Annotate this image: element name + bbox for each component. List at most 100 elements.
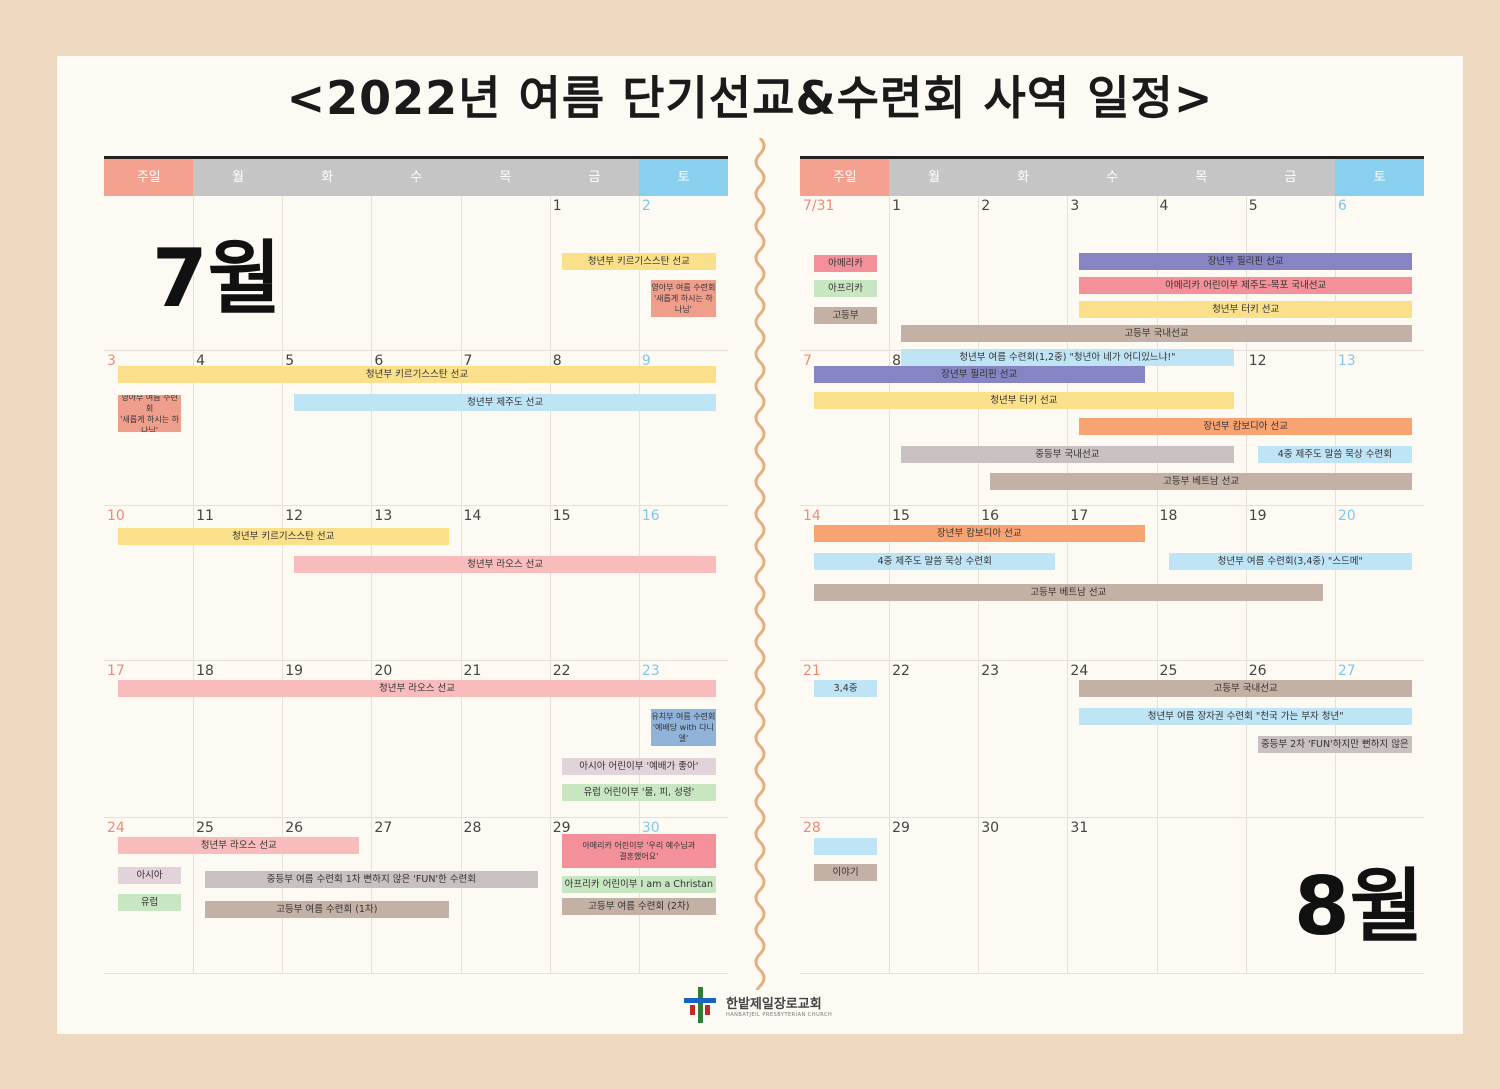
- grid-row-line: [104, 350, 728, 351]
- event-bar[interactable]: 청년부 라오스 선교: [118, 680, 716, 697]
- event-bar[interactable]: 고등부 베트남 선교: [990, 473, 1412, 490]
- grid-row-line: [104, 505, 728, 506]
- event-bar[interactable]: 중등부 2차 'FUN'하지만 뻔하지 않은: [1257, 736, 1412, 753]
- grid-row-line: [800, 660, 1424, 661]
- event-bar[interactable]: 고등부 여름 수련회 (2차): [561, 898, 716, 915]
- weekday-header-2: 화: [978, 159, 1068, 196]
- event-bar[interactable]: 고등부 베트남 선교: [814, 584, 1323, 601]
- event-bar[interactable]: 장년부 필리핀 선교: [814, 366, 1145, 383]
- event-bar[interactable]: 고등부: [814, 307, 878, 324]
- day-number: 28: [463, 820, 482, 836]
- page-title: <2022년 여름 단기선교&수련회 사역 일정>: [286, 71, 1214, 125]
- event-bar[interactable]: [814, 838, 878, 855]
- day-number: 27: [374, 820, 393, 836]
- event-bar[interactable]: 4중 제주도 말씀 묵상 수련회: [814, 553, 1056, 570]
- event-bar[interactable]: 유치부 여름 수련회 '예배당 with 다니엘': [650, 709, 716, 747]
- day-number: 18: [1159, 508, 1178, 524]
- event-bar[interactable]: 장년부 캄보디아 선교: [814, 525, 1145, 542]
- day-number: 14: [463, 508, 482, 524]
- event-bar[interactable]: 유럽: [118, 894, 182, 911]
- event-bar[interactable]: 고등부 국내선교: [901, 325, 1412, 342]
- event-bar[interactable]: 아시아: [118, 867, 182, 884]
- day-number: 6: [374, 353, 384, 369]
- wavy-divider: [754, 138, 766, 990]
- event-bar[interactable]: 청년부 제주도 선교: [294, 394, 716, 411]
- event-bar[interactable]: 중등부 여름 수련회 1차 뻔하지 않은 'FUN'한 수련회: [205, 871, 538, 888]
- cross-logo-icon: [684, 987, 716, 1023]
- event-bar[interactable]: 중등부 국내선교: [901, 446, 1234, 463]
- event-bar[interactable]: 청년부 라오스 선교: [118, 837, 360, 854]
- day-number: 16: [981, 508, 1000, 524]
- day-number: 16: [641, 508, 660, 524]
- event-bar[interactable]: 아프리카 어린이부 I am a Christan: [561, 876, 716, 893]
- grid-column-line: [193, 196, 195, 974]
- july-month-label: 7월: [152, 232, 282, 325]
- day-number: 31: [1070, 820, 1089, 836]
- event-bar[interactable]: 장년부 캄보디아 선교: [1079, 418, 1412, 435]
- grid-row-line: [800, 817, 1424, 818]
- day-number: 25: [1159, 663, 1178, 679]
- event-bar[interactable]: 청년부 터키 선교: [814, 392, 1234, 409]
- event-bar[interactable]: 청년부 키르기스스탄 선교: [561, 253, 716, 270]
- weekday-header-0: 주일: [104, 159, 194, 196]
- day-number: 19: [1248, 508, 1267, 524]
- grid-row-line: [800, 973, 1424, 974]
- event-line: 영아부 여름 수련회: [651, 283, 716, 293]
- day-number: 18: [196, 663, 214, 679]
- event-bar[interactable]: 4중 제주도 말씀 묵상 수련회: [1257, 446, 1412, 463]
- weekday-header-4: 목: [460, 159, 551, 196]
- weekday-header-3: 수: [1067, 159, 1158, 196]
- day-number: 21: [803, 663, 821, 679]
- event-bar[interactable]: 3,4중: [814, 680, 878, 697]
- day-number: 11: [196, 508, 214, 524]
- event-bar[interactable]: 청년부 라오스 선교: [294, 556, 716, 573]
- day-number: 7: [803, 353, 812, 369]
- weekday-header-5: 금: [1245, 159, 1336, 196]
- event-bar[interactable]: 아프리카: [814, 280, 878, 297]
- day-number: 1: [552, 198, 562, 214]
- event-bar[interactable]: 청년부 여름 수련회(3,4중) "스드메": [1168, 553, 1412, 570]
- day-number: 10: [107, 508, 125, 524]
- event-bar[interactable]: 청년부 키르기스스탄 선교: [118, 366, 716, 383]
- event-line: 아메리카 어린이부 '우리 예수님과: [582, 841, 696, 850]
- event-bar[interactable]: 청년부 키르기스스탄 선교: [118, 528, 449, 545]
- event-bar[interactable]: 청년부 여름 수련회(1,2중) "청년아 네가 어디있느냐!": [901, 349, 1234, 366]
- event-bar[interactable]: 고등부 국내선교: [1079, 680, 1412, 697]
- event-bar[interactable]: 장년부 필리핀 선교: [1079, 253, 1412, 270]
- header-top-line: [104, 156, 728, 159]
- day-number: 21: [463, 663, 482, 679]
- event-line: 유치부 여름 수련회: [651, 712, 716, 722]
- event-bar[interactable]: 청년부 여름 장자권 수련회 "천국 가는 부자 청년": [1079, 708, 1412, 725]
- grid-column-line: [460, 196, 462, 974]
- grid-column-line: [371, 196, 373, 974]
- day-number: 5: [1248, 198, 1258, 214]
- weekday-header-0: 주일: [800, 159, 890, 196]
- day-number: 5: [285, 353, 295, 369]
- event-line: 영아부 여름 수련회: [121, 395, 178, 413]
- event-bar[interactable]: 이야기: [814, 864, 878, 881]
- day-number: 30: [641, 820, 660, 836]
- day-number: 12: [1248, 353, 1267, 369]
- event-line: '새롭게 하시는 하나님': [653, 294, 713, 315]
- weekday-header-6: 토: [638, 159, 729, 196]
- event-bar[interactable]: 유럽 어린이부 '물, 피, 성령': [561, 784, 716, 801]
- july-calendar: 주일 월 화 수 목 금 토 1 2 3 4 5 6 7 8 9 10 11 12 13 14 15 16 17 18 19 20 2…: [104, 156, 729, 976]
- day-number: 3: [1070, 198, 1080, 214]
- day-number: 3: [107, 353, 116, 369]
- weekday-header-6: 토: [1334, 159, 1425, 196]
- event-bar[interactable]: 아시아 어린이부 '예배가 좋아': [561, 758, 716, 775]
- day-number: 12: [285, 508, 304, 524]
- event-bar[interactable]: 고등부 여름 수련회 (1차): [205, 901, 449, 918]
- day-number: 23: [641, 663, 660, 679]
- event-line: '예배당 with 다니엘': [652, 723, 714, 744]
- day-number: 15: [892, 508, 910, 524]
- event-bar[interactable]: 청년부 터키 선교: [1079, 301, 1412, 318]
- event-bar[interactable]: 아메리카 어린이부 '우리 예수님과 결혼했어요': [561, 834, 716, 868]
- event-bar[interactable]: 아메리카: [814, 255, 878, 272]
- day-number: 24: [1070, 663, 1089, 679]
- event-bar[interactable]: 영아부 여름 수련회 '새롭게 하시는 하나님': [118, 395, 182, 433]
- event-bar[interactable]: 영아부 여름 수련회 '새롭게 하시는 하나님': [650, 280, 716, 318]
- event-bar[interactable]: 아메리카 어린이부 제주도-목포 국내선교: [1079, 277, 1412, 294]
- day-number: 1: [892, 198, 902, 214]
- day-number: 26: [1248, 663, 1267, 679]
